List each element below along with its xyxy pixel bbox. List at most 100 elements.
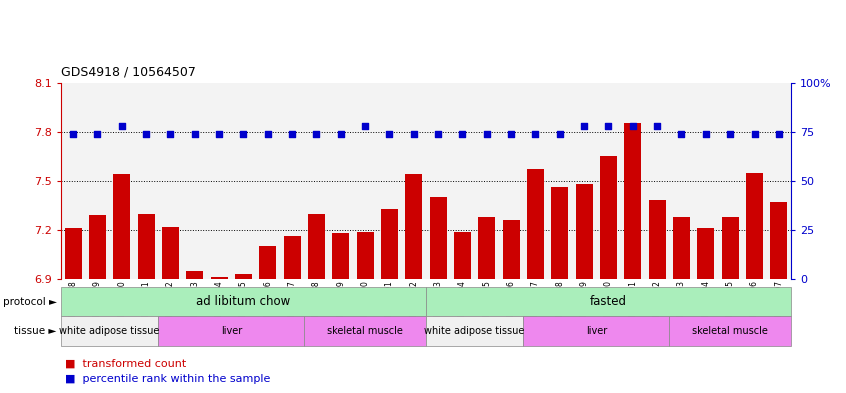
- Point: [577, 123, 591, 129]
- Point: [261, 130, 275, 137]
- Bar: [426, 83, 450, 279]
- Bar: [524, 83, 547, 279]
- Text: skeletal muscle: skeletal muscle: [327, 326, 403, 336]
- Bar: [503, 220, 519, 279]
- Bar: [85, 83, 110, 279]
- Point: [651, 123, 664, 129]
- Bar: [645, 83, 669, 279]
- Bar: [183, 83, 207, 279]
- Point: [91, 130, 104, 137]
- Text: protocol ►: protocol ►: [3, 297, 57, 307]
- Point: [626, 123, 640, 129]
- Bar: [61, 287, 426, 316]
- Bar: [575, 184, 593, 279]
- Bar: [186, 271, 203, 279]
- Text: white adipose tissue: white adipose tissue: [59, 326, 160, 336]
- Point: [723, 130, 737, 137]
- Text: ■  percentile rank within the sample: ■ percentile rank within the sample: [65, 374, 271, 384]
- Point: [115, 123, 129, 129]
- Bar: [402, 83, 426, 279]
- Bar: [572, 83, 596, 279]
- Bar: [527, 169, 544, 279]
- Bar: [722, 217, 739, 279]
- Text: ad libitum chow: ad libitum chow: [196, 295, 290, 308]
- Bar: [547, 83, 572, 279]
- Text: skeletal muscle: skeletal muscle: [692, 326, 768, 336]
- Point: [140, 130, 153, 137]
- Point: [431, 130, 445, 137]
- Point: [188, 130, 201, 137]
- Bar: [478, 217, 495, 279]
- Point: [602, 123, 615, 129]
- Bar: [235, 274, 252, 279]
- Bar: [283, 237, 300, 279]
- Bar: [596, 83, 621, 279]
- Bar: [649, 200, 666, 279]
- Point: [748, 130, 761, 137]
- Text: GDS4918 / 10564507: GDS4918 / 10564507: [61, 66, 195, 79]
- Bar: [280, 83, 305, 279]
- Bar: [353, 83, 377, 279]
- Point: [334, 130, 348, 137]
- Bar: [694, 83, 718, 279]
- Bar: [255, 83, 280, 279]
- Bar: [771, 202, 788, 279]
- Point: [407, 130, 420, 137]
- Bar: [134, 83, 158, 279]
- Bar: [475, 83, 499, 279]
- Bar: [669, 83, 694, 279]
- Bar: [211, 277, 228, 279]
- Point: [772, 130, 786, 137]
- Bar: [259, 246, 277, 279]
- Bar: [332, 233, 349, 279]
- Bar: [552, 187, 569, 279]
- Bar: [718, 83, 742, 279]
- Bar: [673, 217, 690, 279]
- Bar: [766, 83, 791, 279]
- Bar: [697, 228, 714, 279]
- Bar: [158, 316, 305, 346]
- Point: [529, 130, 542, 137]
- Bar: [305, 83, 328, 279]
- Bar: [426, 287, 791, 316]
- Bar: [450, 83, 475, 279]
- Point: [212, 130, 226, 137]
- Point: [359, 123, 372, 129]
- Bar: [624, 123, 641, 279]
- Point: [699, 130, 712, 137]
- Bar: [305, 316, 426, 346]
- Bar: [61, 83, 85, 279]
- Point: [480, 130, 493, 137]
- Text: ■  transformed count: ■ transformed count: [65, 358, 186, 369]
- Bar: [110, 83, 134, 279]
- Text: liver: liver: [585, 326, 607, 336]
- Bar: [308, 213, 325, 279]
- Text: white adipose tissue: white adipose tissue: [425, 326, 525, 336]
- Bar: [381, 209, 398, 279]
- Bar: [742, 83, 766, 279]
- Text: liver: liver: [221, 326, 242, 336]
- Point: [310, 130, 323, 137]
- Bar: [746, 173, 763, 279]
- Bar: [328, 83, 353, 279]
- Bar: [499, 83, 524, 279]
- Bar: [454, 231, 471, 279]
- Point: [66, 130, 80, 137]
- Bar: [357, 231, 374, 279]
- Bar: [377, 83, 402, 279]
- Bar: [426, 316, 524, 346]
- Point: [163, 130, 177, 137]
- Point: [553, 130, 567, 137]
- Point: [675, 130, 689, 137]
- Bar: [207, 83, 231, 279]
- Point: [237, 130, 250, 137]
- Point: [504, 130, 518, 137]
- Point: [456, 130, 470, 137]
- Text: fasted: fasted: [590, 295, 627, 308]
- Bar: [621, 83, 645, 279]
- Bar: [162, 227, 179, 279]
- Bar: [600, 156, 617, 279]
- Bar: [524, 316, 669, 346]
- Text: tissue ►: tissue ►: [14, 326, 57, 336]
- Bar: [669, 316, 791, 346]
